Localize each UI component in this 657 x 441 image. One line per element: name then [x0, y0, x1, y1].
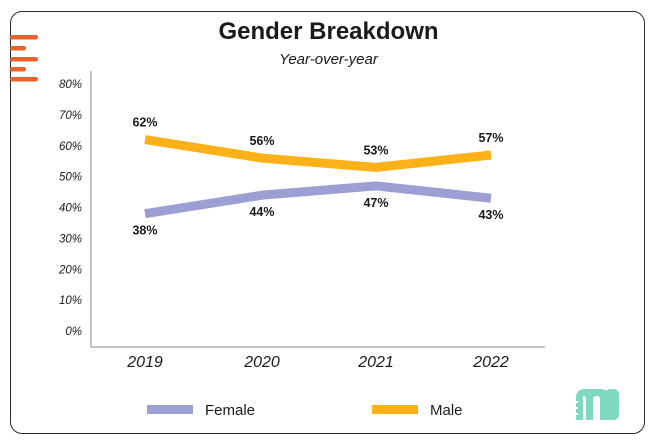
y-tick-label: 60% [59, 141, 82, 153]
y-tick-label: 20% [58, 264, 82, 276]
data-label-female: 43% [478, 208, 503, 222]
legend-swatch [147, 405, 193, 414]
y-tick-label: 40% [59, 203, 82, 215]
data-label-male: 56% [249, 134, 274, 148]
legend: Female Male [147, 402, 463, 419]
legend-item-female: Female [147, 402, 255, 419]
series-line-male [144, 135, 492, 172]
data-label-female: 47% [363, 196, 388, 210]
chart-subtitle: Year-over-year [279, 51, 378, 68]
chart-title: Gender Breakdown [218, 18, 439, 45]
y-tick-labels: 0% 10% 20% 30% 40% 50% 60% 70% 80% [58, 79, 82, 338]
y-tick-label: 50% [59, 172, 82, 184]
chart-card [10, 11, 645, 434]
x-tick-label: 2021 [357, 354, 394, 371]
x-tick-labels: 2019 2020 2021 2022 [126, 354, 509, 371]
legend-swatch [372, 405, 418, 414]
data-label-male: 57% [478, 131, 503, 145]
data-label-male: 53% [363, 143, 388, 157]
data-labels: 38% 44% 47% 43% 62% 56% 53% 57% [132, 116, 503, 238]
series-lines [144, 135, 492, 219]
m-logo-icon [572, 389, 619, 420]
y-tick-label: 70% [59, 110, 82, 122]
series-line-female [144, 181, 492, 219]
data-label-male: 62% [132, 116, 157, 130]
legend-item-male: Male [372, 402, 463, 419]
y-tick-label: 0% [65, 326, 82, 338]
y-tick-label: 30% [59, 233, 82, 245]
data-label-female: 44% [249, 205, 274, 219]
y-tick-label: 10% [59, 295, 82, 307]
y-tick-label: 80% [59, 79, 82, 91]
legend-label: Female [205, 402, 255, 419]
x-tick-label: 2019 [126, 354, 163, 371]
hamburger-menu-icon[interactable] [10, 35, 38, 82]
x-tick-label: 2020 [243, 354, 280, 371]
legend-label: Male [430, 402, 463, 419]
data-label-female: 38% [132, 224, 157, 238]
x-tick-label: 2022 [472, 354, 509, 371]
